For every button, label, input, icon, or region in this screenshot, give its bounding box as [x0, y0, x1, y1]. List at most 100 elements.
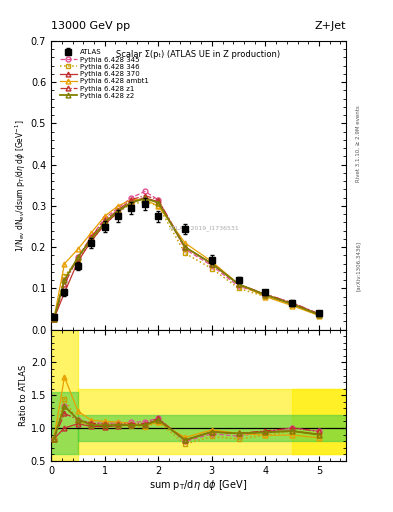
Pythia 6.428 370 — [51, 316, 56, 323]
Pythia 6.428 ambt1 — [75, 246, 80, 252]
Pythia 6.428 346 — [317, 312, 321, 318]
Pythia 6.428 345 — [102, 215, 107, 221]
Pythia 6.428 z1 — [290, 300, 295, 306]
Pythia 6.428 345 — [62, 277, 67, 283]
Pythia 6.428 345 — [290, 300, 295, 306]
Pythia 6.428 ambt1 — [62, 261, 67, 267]
Pythia 6.428 346 — [183, 250, 187, 257]
Text: ATLAS_2019_I1736531: ATLAS_2019_I1736531 — [169, 226, 240, 231]
Pythia 6.428 ambt1 — [317, 312, 321, 318]
Pythia 6.428 370 — [183, 244, 187, 250]
Pythia 6.428 z1 — [102, 217, 107, 223]
Pythia 6.428 z2 — [290, 301, 295, 307]
Pythia 6.428 z1 — [183, 244, 187, 250]
Pythia 6.428 370 — [209, 261, 214, 267]
Pythia 6.428 z1 — [317, 311, 321, 317]
Pythia 6.428 z1 — [75, 254, 80, 261]
Pythia 6.428 z1 — [129, 197, 134, 203]
Line: Pythia 6.428 345: Pythia 6.428 345 — [51, 189, 321, 322]
Pythia 6.428 z1 — [62, 281, 67, 287]
Pythia 6.428 z2 — [51, 316, 56, 323]
Pythia 6.428 346 — [102, 221, 107, 227]
Pythia 6.428 345 — [129, 195, 134, 201]
Pythia 6.428 z2 — [183, 244, 187, 250]
Pythia 6.428 ambt1 — [143, 197, 147, 203]
Pythia 6.428 345 — [75, 254, 80, 261]
Pythia 6.428 ambt1 — [290, 303, 295, 309]
Pythia 6.428 z2 — [143, 196, 147, 202]
Pythia 6.428 ambt1 — [183, 240, 187, 246]
Pythia 6.428 z2 — [89, 236, 94, 242]
Pythia 6.428 346 — [62, 273, 67, 279]
Line: Pythia 6.428 ambt1: Pythia 6.428 ambt1 — [51, 197, 321, 322]
Pythia 6.428 370 — [102, 221, 107, 227]
Pythia 6.428 346 — [236, 285, 241, 291]
Pythia 6.428 345 — [51, 316, 56, 323]
Pythia 6.428 370 — [156, 199, 161, 205]
Pythia 6.428 370 — [75, 259, 80, 265]
Pythia 6.428 370 — [317, 312, 321, 318]
Pythia 6.428 ambt1 — [102, 213, 107, 219]
Pythia 6.428 370 — [236, 281, 241, 287]
Line: Pythia 6.428 346: Pythia 6.428 346 — [51, 199, 321, 322]
Pythia 6.428 345 — [143, 188, 147, 195]
Pythia 6.428 z1 — [51, 316, 56, 323]
Pythia 6.428 z1 — [89, 234, 94, 240]
Pythia 6.428 ambt1 — [129, 197, 134, 203]
Pythia 6.428 z2 — [129, 200, 134, 206]
Pythia 6.428 346 — [290, 301, 295, 307]
Pythia 6.428 z1 — [156, 197, 161, 203]
Pythia 6.428 345 — [209, 263, 214, 269]
Pythia 6.428 370 — [290, 301, 295, 307]
Pythia 6.428 ambt1 — [209, 259, 214, 265]
Text: Rivet 3.1.10, ≥ 2.9M events: Rivet 3.1.10, ≥ 2.9M events — [356, 105, 361, 182]
Pythia 6.428 345 — [89, 234, 94, 240]
Pythia 6.428 370 — [116, 209, 120, 215]
Y-axis label: 1/N$_{ev}$ dN$_{ev}$/dsum p$_{\rm T}$/d$\eta$ d$\phi$ [GeV$^{-1}$]: 1/N$_{ev}$ dN$_{ev}$/dsum p$_{\rm T}$/d$… — [14, 119, 28, 251]
Line: Pythia 6.428 370: Pythia 6.428 370 — [51, 195, 321, 322]
Pythia 6.428 z2 — [102, 219, 107, 225]
Pythia 6.428 z1 — [236, 281, 241, 287]
Pythia 6.428 ambt1 — [51, 316, 56, 323]
Text: 13000 GeV pp: 13000 GeV pp — [51, 21, 130, 31]
Pythia 6.428 ambt1 — [236, 281, 241, 287]
Pythia 6.428 z2 — [263, 292, 268, 298]
Pythia 6.428 z2 — [317, 312, 321, 318]
Pythia 6.428 346 — [116, 209, 120, 215]
Pythia 6.428 345 — [263, 291, 268, 297]
X-axis label: sum p$_{\rm T}$/d$\eta$ d$\phi$ [GeV]: sum p$_{\rm T}$/d$\eta$ d$\phi$ [GeV] — [149, 478, 248, 493]
Pythia 6.428 370 — [89, 238, 94, 244]
Pythia 6.428 z1 — [263, 291, 268, 297]
Pythia 6.428 z1 — [116, 207, 120, 213]
Pythia 6.428 346 — [129, 201, 134, 207]
Pythia 6.428 345 — [317, 311, 321, 317]
Pythia 6.428 346 — [143, 199, 147, 205]
Pythia 6.428 ambt1 — [89, 229, 94, 236]
Pythia 6.428 345 — [116, 205, 120, 211]
Pythia 6.428 370 — [143, 195, 147, 201]
Text: Z+Jet: Z+Jet — [314, 21, 346, 31]
Pythia 6.428 346 — [156, 203, 161, 209]
Pythia 6.428 z2 — [116, 208, 120, 214]
Y-axis label: Ratio to ATLAS: Ratio to ATLAS — [19, 365, 28, 426]
Pythia 6.428 z2 — [62, 277, 67, 283]
Pythia 6.428 z2 — [156, 200, 161, 206]
Pythia 6.428 345 — [183, 246, 187, 252]
Pythia 6.428 z1 — [209, 261, 214, 267]
Text: Scalar Σ(pₜ) (ATLAS UE in Z production): Scalar Σ(pₜ) (ATLAS UE in Z production) — [116, 50, 281, 58]
Text: [arXiv:1306.3436]: [arXiv:1306.3436] — [356, 241, 361, 291]
Pythia 6.428 ambt1 — [116, 203, 120, 209]
Pythia 6.428 345 — [236, 283, 241, 289]
Line: Pythia 6.428 z1: Pythia 6.428 z1 — [51, 193, 321, 322]
Pythia 6.428 ambt1 — [156, 203, 161, 209]
Pythia 6.428 370 — [129, 199, 134, 205]
Pythia 6.428 z2 — [236, 281, 241, 287]
Pythia 6.428 346 — [51, 316, 56, 323]
Pythia 6.428 z1 — [143, 193, 147, 199]
Pythia 6.428 370 — [263, 291, 268, 297]
Pythia 6.428 346 — [209, 266, 214, 272]
Pythia 6.428 346 — [263, 293, 268, 300]
Legend: ATLAS, Pythia 6.428 345, Pythia 6.428 346, Pythia 6.428 370, Pythia 6.428 ambt1,: ATLAS, Pythia 6.428 345, Pythia 6.428 34… — [57, 47, 151, 101]
Pythia 6.428 346 — [89, 238, 94, 244]
Pythia 6.428 346 — [75, 257, 80, 263]
